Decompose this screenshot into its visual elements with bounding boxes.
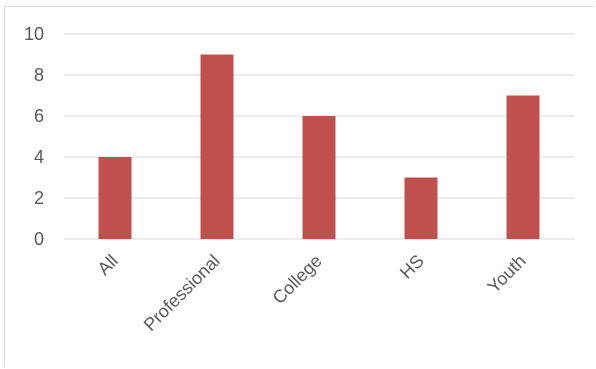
y-tick-label: 6 xyxy=(34,106,44,126)
y-tick-label: 4 xyxy=(34,147,44,167)
x-tick-label: Professional xyxy=(140,251,224,335)
y-axis-ticks: 0 2 4 6 8 10 xyxy=(24,24,44,249)
bar-youth xyxy=(506,95,540,239)
y-tick-label: 10 xyxy=(24,24,44,44)
bar-college xyxy=(302,116,336,239)
bar-professional xyxy=(200,54,234,239)
bars xyxy=(98,54,540,239)
bar-all xyxy=(98,157,132,239)
bar-hs xyxy=(404,177,438,239)
x-axis-ticks: All Professional College HS Youth xyxy=(94,251,530,335)
x-tick-label: HS xyxy=(396,251,428,283)
y-tick-label: 8 xyxy=(34,65,44,85)
y-tick-label: 2 xyxy=(34,188,44,208)
x-tick-label: All xyxy=(94,251,122,279)
x-tick-label: Youth xyxy=(484,251,530,297)
y-tick-label: 0 xyxy=(34,229,44,249)
x-tick-label: College xyxy=(269,251,326,308)
